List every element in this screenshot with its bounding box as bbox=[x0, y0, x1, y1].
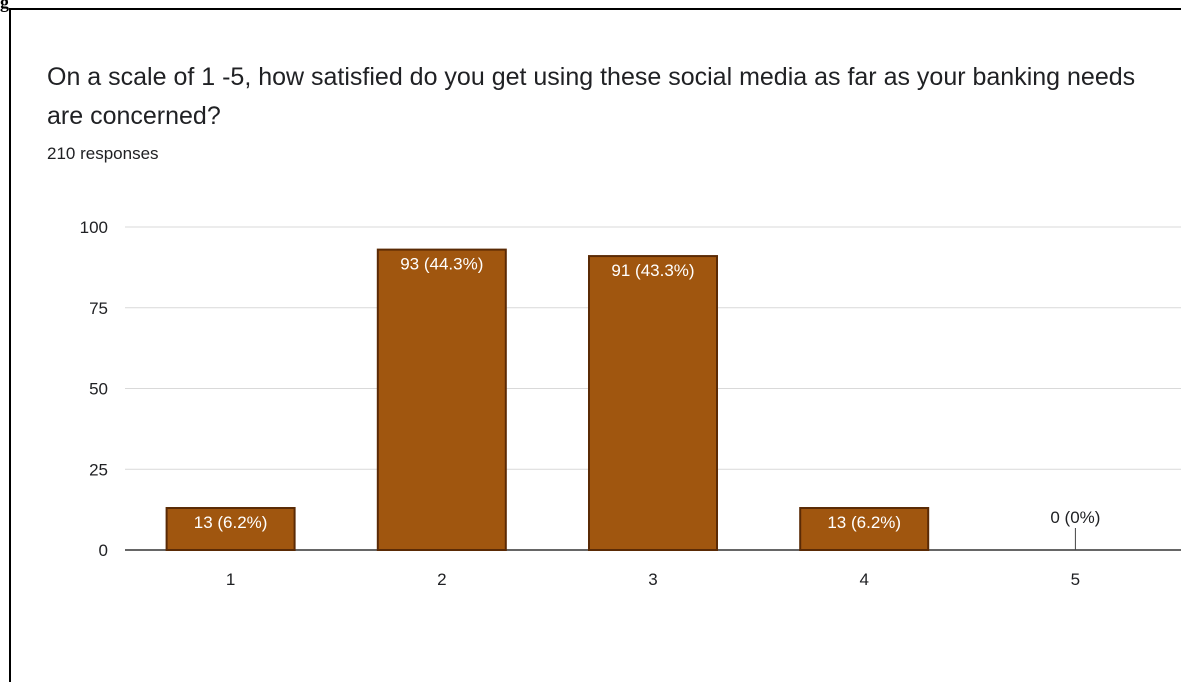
data-labels: 13 (6.2%) 93 (44.3%) 91 (43.3%) 13 (6.2%) 0 … bbox=[194, 255, 1100, 550]
response-count: 210 responses bbox=[47, 144, 159, 163]
x-tick-label: 4 bbox=[859, 570, 868, 589]
x-tick-label: 3 bbox=[648, 570, 657, 589]
bar bbox=[799, 507, 930, 552]
bar bbox=[588, 255, 718, 551]
bar-value-label: 93 (44.3%) bbox=[400, 255, 483, 274]
y-tick-label: 100 bbox=[80, 218, 108, 237]
y-tick-label: 75 bbox=[89, 299, 108, 318]
bar-value-label: 13 (6.2%) bbox=[827, 513, 901, 532]
y-tick-label: 0 bbox=[99, 541, 108, 560]
bars bbox=[165, 248, 930, 552]
x-tick-label: 2 bbox=[437, 570, 446, 589]
y-axis-ticks: 0 25 50 75 100 bbox=[80, 218, 108, 560]
x-tick-label: 1 bbox=[226, 570, 235, 589]
x-tick-label: 5 bbox=[1071, 570, 1080, 589]
y-tick-label: 25 bbox=[89, 460, 108, 479]
chart-title: On a scale of 1 -5, how satisfied do you… bbox=[47, 63, 1136, 130]
bar-value-label: 0 (0%) bbox=[1050, 508, 1100, 527]
figure-label: g bbox=[0, 0, 9, 12]
y-tick-label: 50 bbox=[89, 380, 108, 399]
bar-value-label: 13 (6.2%) bbox=[194, 513, 268, 532]
bar bbox=[165, 507, 296, 552]
bar-value-label: 91 (43.3%) bbox=[611, 261, 694, 280]
bar bbox=[376, 248, 507, 552]
chart-frame bbox=[9, 8, 1181, 682]
x-axis-ticks: 1 2 3 4 5 bbox=[226, 570, 1080, 589]
